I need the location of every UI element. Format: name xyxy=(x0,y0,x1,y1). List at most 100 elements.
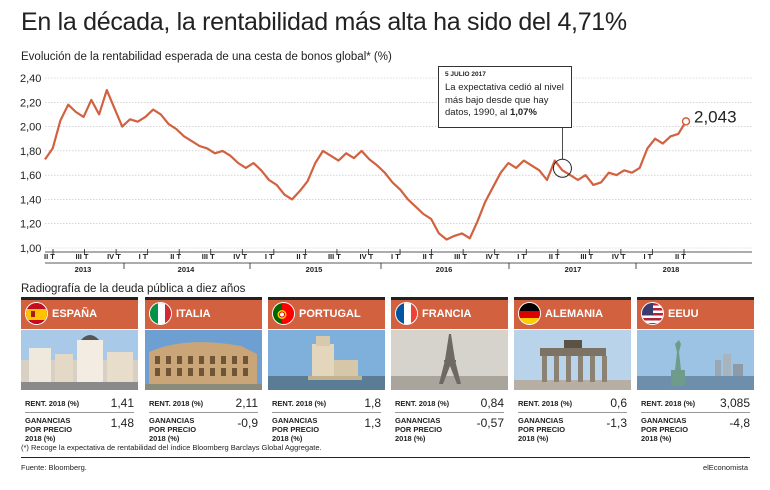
gan-row: GANANCIAS POR PRECIO 2018 (%) -1,3 xyxy=(518,414,627,443)
quarter-tick-label: IV T xyxy=(486,252,500,261)
y-tick-label: 1,40 xyxy=(20,194,41,206)
quarter-tick-label: II T xyxy=(423,252,434,261)
rent-row: RENT. 2018 (%) 2,11 xyxy=(149,396,258,410)
rent-row: RENT. 2018 (%) 1,41 xyxy=(25,396,134,410)
flag-icon xyxy=(149,302,172,325)
y-tick-label: 2,00 xyxy=(20,122,41,134)
footnote: (*) Recoge la expectativa de rentabilida… xyxy=(21,443,322,452)
gan-value: -1,3 xyxy=(606,416,627,430)
quarter-tick-label: II T xyxy=(170,252,181,261)
y-tick-label: 2,40 xyxy=(20,73,41,85)
flag-icon xyxy=(272,302,295,325)
gan-label: GANANCIAS POR PRECIO 2018 (%) xyxy=(641,416,689,443)
country-photo xyxy=(145,330,262,390)
quarter-tick-label: IV T xyxy=(107,252,121,261)
gan-label: GANANCIAS POR PRECIO 2018 (%) xyxy=(395,416,443,443)
rent-label: RENT. 2018 (%) xyxy=(395,399,450,408)
country-name: FRANCIA xyxy=(422,308,472,320)
source-note: Fuente: Bloomberg. xyxy=(21,463,87,472)
quarter-tick-label: III T xyxy=(76,252,89,261)
flag-icon xyxy=(641,302,664,325)
quarter-tick-label: II T xyxy=(675,252,686,261)
quarter-tick-label: III T xyxy=(328,252,341,261)
year-label: 2017 xyxy=(565,265,582,274)
year-label: 2013 xyxy=(75,265,92,274)
gan-value: 1,48 xyxy=(110,416,134,430)
rent-row: RENT. 2018 (%) 0,84 xyxy=(395,396,504,410)
annotation-circle xyxy=(552,158,572,178)
row-divider xyxy=(395,412,504,413)
country-name: PORTUGAL xyxy=(299,308,361,320)
rent-value: 0,84 xyxy=(480,396,504,410)
annotation-body: La expectativa cedió al nivel más bajo d… xyxy=(445,82,564,118)
country-name: EEUU xyxy=(668,308,699,320)
gan-label: GANANCIAS POR PRECIO 2018 (%) xyxy=(25,416,73,443)
y-tick-label: 1,60 xyxy=(20,170,41,182)
annotation-value: 1,07% xyxy=(509,107,537,118)
quarter-tick-label: I T xyxy=(643,252,652,261)
quarter-tick-label: I T xyxy=(391,252,400,261)
country-photo xyxy=(391,330,508,390)
row-divider xyxy=(149,412,258,413)
gan-label: GANANCIAS POR PRECIO 2018 (%) xyxy=(149,416,197,443)
quarter-tick-label: III T xyxy=(454,252,467,261)
gan-row: GANANCIAS POR PRECIO 2018 (%) 1,3 xyxy=(272,414,381,443)
chart-title: En la década, la rentabilidad más alta h… xyxy=(21,8,627,36)
country-name: ITALIA xyxy=(176,308,211,320)
quarter-tick-label: IV T xyxy=(360,252,374,261)
rent-value: 1,8 xyxy=(364,396,381,410)
rent-label: RENT. 2018 (%) xyxy=(149,399,204,408)
country-card-eeuu: EEUU RENT. 2018 (%) 3,085 GANANCIAS POR PRE… xyxy=(637,297,754,443)
flag-icon xyxy=(518,302,541,325)
footer-divider xyxy=(21,457,750,458)
country-name: ALEMANIA xyxy=(545,308,604,320)
quarter-tick-label: III T xyxy=(202,252,215,261)
row-divider xyxy=(272,412,381,413)
card-header: ESPAÑA xyxy=(21,300,138,330)
gan-value: -0,9 xyxy=(237,416,258,430)
year-label: 2018 xyxy=(663,265,680,274)
gan-value: 1,3 xyxy=(364,416,381,430)
rent-value: 1,41 xyxy=(110,396,134,410)
rent-value: 3,085 xyxy=(719,396,750,410)
country-card-portugal: PORTUGAL RENT. 2018 (%) 1,8 GANANCIAS POR P… xyxy=(268,297,385,443)
card-header: EEUU xyxy=(637,300,754,330)
card-header: FRANCIA xyxy=(391,300,508,330)
gan-label: GANANCIAS POR PRECIO 2018 (%) xyxy=(272,416,320,443)
radiography-title: Radiografía de la deuda pública a diez a… xyxy=(21,283,246,295)
rent-label: RENT. 2018 (%) xyxy=(272,399,327,408)
y-tick-label: 1,00 xyxy=(20,243,41,255)
country-photo xyxy=(268,330,385,390)
y-tick-label: 2,20 xyxy=(20,97,41,109)
gan-row: GANANCIAS POR PRECIO 2018 (%) -0,9 xyxy=(149,414,258,443)
country-photo xyxy=(637,330,754,390)
chart-subtitle: Evolución de la rentabilidad esperada de… xyxy=(21,51,392,63)
gan-row: GANANCIAS POR PRECIO 2018 (%) -4,8 xyxy=(641,414,750,443)
last-value-label: 2,043 xyxy=(694,107,737,126)
country-card-españa: ESPAÑA RENT. 2018 (%) 1,41 GANANCIAS POR PR… xyxy=(21,297,138,443)
annotation-text: La expectativa cedió al nivel más bajo d… xyxy=(445,82,565,120)
row-divider xyxy=(25,412,134,413)
rent-row: RENT. 2018 (%) 0,6 xyxy=(518,396,627,410)
series-line xyxy=(44,89,687,241)
year-label: 2014 xyxy=(178,265,196,274)
rent-row: RENT. 2018 (%) 3,085 xyxy=(641,396,750,410)
annotation-box: 5 JULIO 2017 La expectativa cedió al niv… xyxy=(438,66,572,128)
annotation-date: 5 JULIO 2017 xyxy=(445,71,486,78)
gan-label: GANANCIAS POR PRECIO 2018 (%) xyxy=(518,416,566,443)
quarter-tick-label: II T xyxy=(296,252,307,261)
gan-row: GANANCIAS POR PRECIO 2018 (%) -0,57 xyxy=(395,414,504,443)
gan-value: -4,8 xyxy=(729,416,750,430)
card-header: PORTUGAL xyxy=(268,300,385,330)
card-header: ALEMANIA xyxy=(514,300,631,330)
row-divider xyxy=(641,412,750,413)
country-card-alemania: ALEMANIA RENT. 2018 (%) 0,6 GANANCIAS POR P… xyxy=(514,297,631,443)
quarter-tick-label: II T xyxy=(44,252,55,261)
card-header: ITALIA xyxy=(145,300,262,330)
country-photo xyxy=(514,330,631,390)
flag-icon xyxy=(395,302,418,325)
quarter-tick-label: IV T xyxy=(612,252,626,261)
gan-value: -0,57 xyxy=(476,416,504,430)
year-label: 2015 xyxy=(306,265,323,274)
